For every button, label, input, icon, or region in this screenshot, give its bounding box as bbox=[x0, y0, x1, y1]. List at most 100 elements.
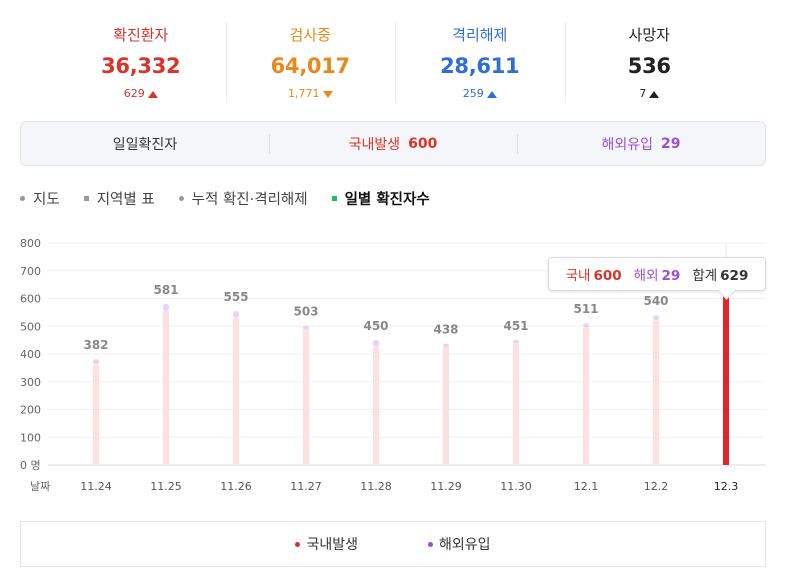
stat-deaths[interactable]: 사망자 536 7 bbox=[564, 18, 735, 104]
y-tick-label: 800 bbox=[20, 237, 41, 250]
stat-value: 28,611 bbox=[440, 54, 520, 78]
bar-domestic[interactable] bbox=[233, 317, 239, 465]
overseas-cell: 해외유입 29 bbox=[517, 122, 765, 165]
stat-delta: 7 bbox=[639, 86, 660, 102]
tooltip-domestic-value: 600 bbox=[593, 268, 622, 284]
bullet-icon bbox=[83, 196, 89, 201]
bar-domestic[interactable] bbox=[653, 320, 659, 465]
tooltip-domestic: 국내 600 bbox=[566, 264, 622, 284]
bar-overseas[interactable] bbox=[303, 325, 309, 330]
bar-total-label: 450 bbox=[363, 319, 388, 333]
daily-confirmed-chart: 800 700 600 500 400 300 200 100 0 명 382 581 555 503… bbox=[20, 237, 766, 493]
bar-overseas[interactable] bbox=[583, 323, 589, 328]
bar-domestic[interactable] bbox=[163, 310, 169, 465]
bar-domestic[interactable] bbox=[513, 343, 519, 465]
x-tick-label: 12.3 bbox=[714, 480, 739, 493]
triangle-down-icon bbox=[322, 90, 333, 98]
stat-confirmed[interactable]: 확진환자 36,332 629 bbox=[56, 18, 226, 104]
bar-domestic[interactable] bbox=[373, 346, 379, 465]
domestic-cell: 국내발생 600 bbox=[269, 122, 517, 165]
tab-cumulative[interactable]: 누적 확진·격리해제 bbox=[178, 188, 308, 209]
bar-domestic[interactable] bbox=[443, 347, 449, 465]
bar-domestic[interactable] bbox=[723, 298, 729, 466]
tooltip-total-label: 합계 bbox=[692, 268, 718, 284]
y-tick-label: 300 bbox=[20, 376, 41, 389]
overseas-value: 29 bbox=[661, 135, 681, 152]
stat-released[interactable]: 격리해제 28,611 259 bbox=[395, 18, 565, 104]
x-tick-label: 11.28 bbox=[360, 480, 392, 493]
x-tick-label: 12.2 bbox=[644, 480, 669, 493]
bar-total-label: 382 bbox=[83, 338, 108, 352]
chart-legend: 국내발생 해외유입 bbox=[20, 521, 766, 567]
tab-label: 지역별 표 bbox=[96, 192, 155, 208]
stats-row: 확진환자 36,332 629 검사중 64,017 1,771 격리해제 28… bbox=[56, 18, 734, 104]
bar-overseas[interactable] bbox=[233, 310, 239, 318]
y-tick-label: 600 bbox=[20, 293, 41, 306]
daily-confirmed-label: 일일확진자 bbox=[112, 136, 178, 153]
tooltip-overseas-label: 해외 bbox=[633, 268, 659, 284]
x-tick-label: 11.27 bbox=[290, 480, 322, 493]
tab-label: 누적 확진·격리해제 bbox=[191, 192, 308, 208]
bar-overseas[interactable] bbox=[163, 303, 169, 311]
domestic-label: 국내발생 bbox=[348, 136, 401, 153]
stat-testing[interactable]: 검사중 64,017 1,771 bbox=[225, 18, 396, 104]
y-tick-label: 700 bbox=[20, 265, 41, 278]
bar-domestic[interactable] bbox=[303, 329, 309, 465]
bar-domestic[interactable] bbox=[93, 364, 99, 465]
legend-item-domestic[interactable]: 국내발생 bbox=[295, 534, 358, 554]
bar-total-label: 511 bbox=[573, 302, 598, 316]
stat-value: 536 bbox=[627, 54, 671, 78]
tab-region-table[interactable]: 지역별 표 bbox=[83, 188, 155, 209]
view-tabs: 지도 지역별 표 누적 확진·격리해제 일별 확진자수 bbox=[20, 188, 430, 209]
y-tick-label: 500 bbox=[20, 320, 41, 333]
stat-delta-value: 629 bbox=[123, 87, 145, 100]
legend-label: 국내발생 bbox=[306, 537, 358, 553]
stat-delta-value: 259 bbox=[462, 87, 484, 100]
stat-delta-value: 7 bbox=[639, 87, 647, 100]
bar-total-label: 540 bbox=[643, 294, 668, 308]
bar-overseas[interactable] bbox=[443, 343, 449, 348]
bar-overseas[interactable] bbox=[93, 358, 99, 365]
x-tick-label: 11.26 bbox=[220, 480, 252, 493]
tooltip-domestic-label: 국내 bbox=[565, 268, 591, 284]
bar-overseas[interactable] bbox=[653, 315, 659, 321]
y-axis-ticks: 800 700 600 500 400 300 200 100 0 명 bbox=[20, 237, 41, 472]
triangle-up-icon bbox=[147, 90, 158, 98]
bar-overseas[interactable] bbox=[513, 339, 519, 344]
legend-item-overseas[interactable]: 해외유입 bbox=[428, 534, 491, 554]
tab-label: 지도 bbox=[33, 192, 60, 208]
x-axis-label: 날짜 bbox=[30, 480, 50, 493]
tab-daily-confirmed[interactable]: 일별 확진자수 bbox=[331, 188, 430, 209]
x-tick-label: 11.30 bbox=[500, 480, 532, 493]
bullet-icon bbox=[20, 196, 25, 201]
stat-delta: 629 bbox=[124, 86, 158, 102]
overseas-label: 해외유입 bbox=[601, 136, 654, 153]
bar-overseas[interactable] bbox=[373, 340, 379, 347]
stat-delta: 1,771 bbox=[288, 86, 333, 102]
tooltip-total-value: 629 bbox=[720, 268, 749, 284]
y-tick-label: 100 bbox=[20, 431, 41, 444]
tab-map[interactable]: 지도 bbox=[20, 188, 60, 209]
bar-total-label: 503 bbox=[293, 304, 318, 318]
tooltip-overseas: 해외 29 bbox=[634, 264, 681, 284]
x-tick-label: 12.1 bbox=[574, 480, 599, 493]
x-tick-label: 11.25 bbox=[150, 480, 182, 493]
daily-confirmed-cell: 일일확진자 bbox=[21, 122, 269, 165]
legend-dot-icon bbox=[428, 541, 433, 547]
stat-label: 확진환자 bbox=[113, 26, 169, 44]
x-tick-label: 11.24 bbox=[80, 480, 112, 493]
bar-domestic[interactable] bbox=[583, 327, 589, 465]
triangle-up-icon bbox=[649, 90, 660, 98]
triangle-up-icon bbox=[486, 90, 497, 98]
x-axis-ticks: 11.24 11.25 11.26 11.27 11.28 11.29 11.30 12.1 1… bbox=[30, 480, 738, 493]
stat-delta: 259 bbox=[463, 86, 497, 102]
bar-total-label: 451 bbox=[503, 319, 528, 333]
legend-dot-icon bbox=[295, 541, 301, 547]
stat-value: 64,017 bbox=[270, 54, 351, 78]
legend-label: 해외유입 bbox=[439, 537, 491, 553]
y-tick-label: 200 bbox=[20, 404, 41, 417]
tooltip-overseas-value: 29 bbox=[661, 268, 681, 284]
x-tick-label: 11.29 bbox=[430, 480, 462, 493]
daily-summary-box: 일일확진자 국내발생 600 해외유입 29 bbox=[20, 121, 766, 166]
stat-delta-value: 1,771 bbox=[288, 87, 320, 100]
